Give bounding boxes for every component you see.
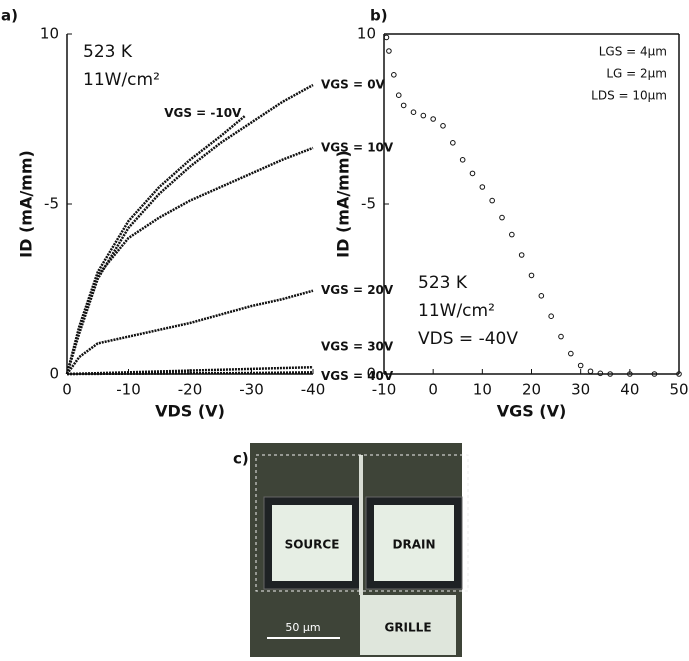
x-tick-label: 10	[473, 381, 492, 399]
annotation: 11W/cm²	[83, 70, 160, 90]
x-tick-label: -20	[178, 381, 203, 399]
x-tick-label: 40	[620, 381, 639, 399]
point	[489, 197, 495, 204]
point	[538, 293, 545, 299]
point	[518, 252, 525, 258]
source-pad	[272, 505, 352, 581]
device-note: LGS = 4µm	[599, 45, 667, 59]
series-label: VGS = 40V	[321, 369, 394, 383]
x-tick-label: 30	[571, 381, 590, 399]
pad-label: DRAIN	[393, 538, 436, 552]
x-tick-label: 20	[522, 381, 541, 399]
annotation: 11W/cm²	[418, 301, 495, 321]
series-line	[65, 289, 314, 375]
series-label: VGS = 10V	[321, 140, 394, 154]
series-label: VGS = -10V	[164, 106, 242, 120]
point	[430, 116, 436, 122]
series-line	[66, 365, 314, 376]
x-axis-label: VDS (V)	[155, 402, 225, 421]
x-tick-label: -10	[372, 381, 397, 399]
device-note: LDS = 10µm	[591, 89, 667, 103]
point	[528, 272, 535, 279]
point	[548, 313, 554, 320]
device-note: LG = 2µm	[606, 67, 667, 81]
point	[450, 140, 456, 146]
x-tick-label: 0	[428, 381, 438, 399]
y-tick-label: -5	[361, 195, 376, 213]
panel-label: b)	[370, 7, 388, 25]
point	[509, 231, 515, 238]
series-line	[65, 83, 314, 375]
point	[420, 112, 427, 119]
series-label: VGS = 20V	[321, 283, 394, 297]
point	[577, 362, 584, 369]
annotation: 523 K	[418, 273, 468, 293]
y-tick-label: 0	[366, 365, 376, 383]
y-axis-label: ID (mA/mm)	[17, 150, 36, 258]
panel-label: a)	[1, 7, 18, 25]
y-tick-label: 10	[357, 25, 376, 43]
y-axis-label: ID (mA/mm)	[334, 150, 353, 258]
panel-label: c)	[233, 450, 249, 468]
pad-label: GRILLE	[384, 621, 431, 635]
point	[386, 48, 392, 54]
gate-line	[359, 455, 363, 595]
point	[479, 184, 486, 190]
x-axis-label: VGS (V)	[497, 402, 567, 421]
annotation: VDS = -40V	[418, 329, 518, 349]
x-tick-label: -40	[301, 381, 326, 399]
micrograph: c) SOURCE DRAIN GRILLE 50 µm	[233, 443, 469, 657]
series-label: VGS = 30V	[321, 340, 394, 354]
point	[400, 102, 407, 109]
point	[597, 370, 604, 377]
point	[587, 368, 594, 375]
series-line	[66, 371, 314, 376]
point	[391, 72, 397, 78]
y-tick-label: -5	[44, 195, 59, 213]
point	[395, 92, 402, 98]
point	[558, 333, 564, 340]
scale-label: 50 µm	[285, 621, 320, 634]
y-tick-label: 10	[40, 25, 59, 43]
x-tick-label: 50	[669, 381, 688, 399]
point	[607, 371, 613, 377]
point	[459, 157, 466, 163]
series-label: VGS = 0V	[321, 78, 386, 92]
pad-label: SOURCE	[285, 538, 340, 552]
point	[627, 371, 633, 377]
series-line	[65, 146, 314, 375]
point	[499, 214, 505, 221]
point	[651, 371, 658, 377]
y-tick-label: 0	[49, 365, 59, 383]
x-tick-label: 0	[62, 381, 72, 399]
x-tick-label: -10	[116, 381, 141, 399]
point	[410, 109, 417, 115]
point	[383, 34, 390, 41]
point	[469, 170, 476, 177]
point	[568, 350, 574, 357]
x-tick-label: -30	[239, 381, 264, 399]
gate-pad	[360, 595, 456, 655]
point	[440, 123, 446, 129]
drain-pad	[374, 505, 454, 581]
point	[676, 371, 682, 377]
series-line	[65, 114, 247, 375]
annotation: 523 K	[83, 42, 133, 62]
